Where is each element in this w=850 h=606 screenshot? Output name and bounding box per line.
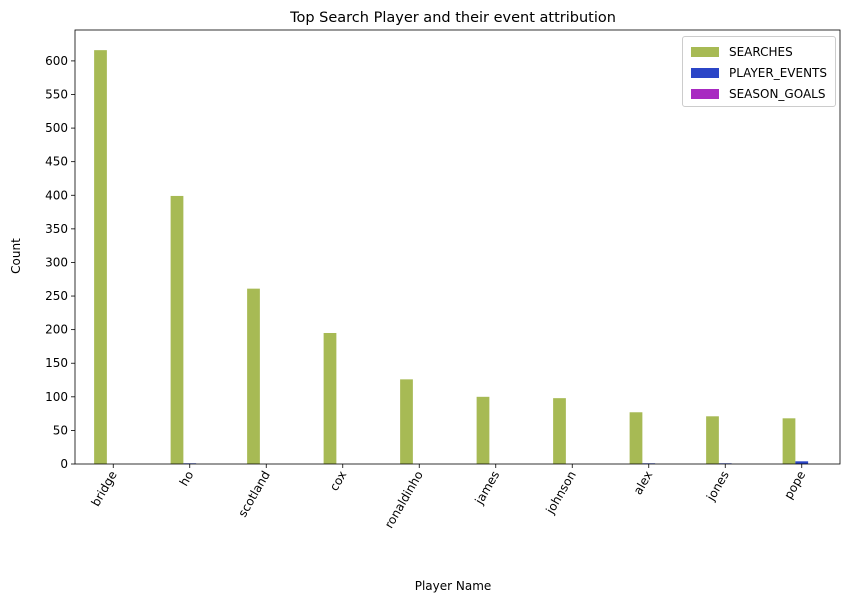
x-tick-label: pope	[781, 469, 808, 502]
y-tick-label: 100	[45, 390, 68, 404]
x-tick-label: james	[472, 469, 503, 508]
bar-searches	[476, 396, 490, 464]
y-tick-label: 400	[45, 188, 68, 202]
x-tick-label: ronaldinho	[382, 469, 426, 531]
x-tick-label: jones	[703, 469, 732, 505]
legend: SEARCHES PLAYER_EVENTS SEASON_GOALS	[681, 36, 836, 107]
y-tick-label: 550	[45, 87, 68, 101]
y-tick-label: 450	[45, 155, 68, 169]
y-tick-label: 50	[53, 423, 68, 437]
legend-label-searches: SEARCHES	[728, 44, 793, 59]
x-tick-label: cox	[327, 469, 349, 494]
bar-searches	[323, 332, 337, 464]
y-tick-label: 0	[60, 457, 68, 471]
legend-item-player-events: PLAYER_EVENTS	[690, 62, 827, 83]
legend-label-season-goals: SEASON_GOALS	[728, 86, 826, 101]
y-tick-label: 600	[45, 54, 68, 68]
bar-player-events	[795, 461, 809, 464]
axes-frame	[74, 29, 841, 465]
legend-swatch-player-events	[690, 67, 719, 78]
bar-searches	[170, 195, 184, 465]
bar-searches	[400, 379, 413, 464]
legend-item-season-goals: SEASON_GOALS	[690, 83, 827, 104]
y-tick-label: 150	[45, 356, 68, 370]
bar-searches	[706, 416, 719, 464]
x-tick-label: ho	[177, 469, 197, 489]
bar-searches	[782, 418, 796, 464]
legend-item-searches: SEARCHES	[690, 41, 827, 62]
x-tick-label: johnson	[543, 469, 579, 518]
bar-searches	[553, 398, 566, 464]
x-tick-label: alex	[631, 469, 656, 498]
chart-title: Top Search Player and their event attrib…	[289, 10, 616, 26]
x-tick-label: bridge	[88, 469, 119, 509]
legend-label-player-events: PLAYER_EVENTS	[728, 65, 827, 80]
bar-searches	[629, 412, 643, 464]
x-tick-label: scotland	[235, 469, 273, 520]
y-axis-label: Count	[9, 238, 23, 274]
y-tick-label: 350	[45, 222, 68, 236]
y-tick-label: 250	[45, 289, 68, 303]
x-axis-label: Player Name	[415, 579, 492, 593]
y-tick-label: 200	[45, 323, 68, 337]
legend-swatch-searches	[690, 46, 719, 57]
bar-searches	[247, 288, 260, 464]
y-tick-label: 500	[45, 121, 68, 135]
legend-swatch-season-goals	[690, 88, 719, 99]
bar-searches	[94, 50, 107, 465]
y-tick-label: 300	[45, 255, 68, 269]
